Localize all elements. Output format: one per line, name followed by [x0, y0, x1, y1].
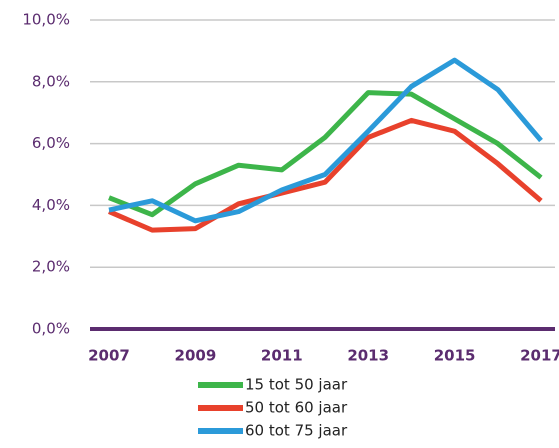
series-line	[108, 90, 543, 218]
series-line	[108, 117, 543, 233]
legend-label: 15 tot 50 jaar	[245, 376, 348, 394]
x-tick-label: 2011	[261, 347, 303, 365]
x-tick-label: 2015	[434, 347, 476, 365]
x-tick-label: 2007	[88, 347, 130, 365]
y-tick-label: 8,0%	[32, 72, 70, 90]
series-line	[108, 57, 543, 224]
y-tick-label: 4,0%	[32, 196, 70, 214]
x-tick-label: 2013	[347, 347, 389, 365]
y-tick-label: 6,0%	[32, 134, 70, 152]
y-tick-label: 10,0%	[22, 11, 70, 29]
y-tick-label: 2,0%	[32, 258, 70, 276]
legend-label: 50 tot 60 jaar	[245, 399, 348, 417]
x-tick-label: 2009	[175, 347, 217, 365]
legend-label: 60 tot 75 jaar	[245, 422, 348, 440]
x-tick-label: 2017	[520, 347, 559, 365]
y-tick-label: 0,0%	[32, 320, 70, 338]
